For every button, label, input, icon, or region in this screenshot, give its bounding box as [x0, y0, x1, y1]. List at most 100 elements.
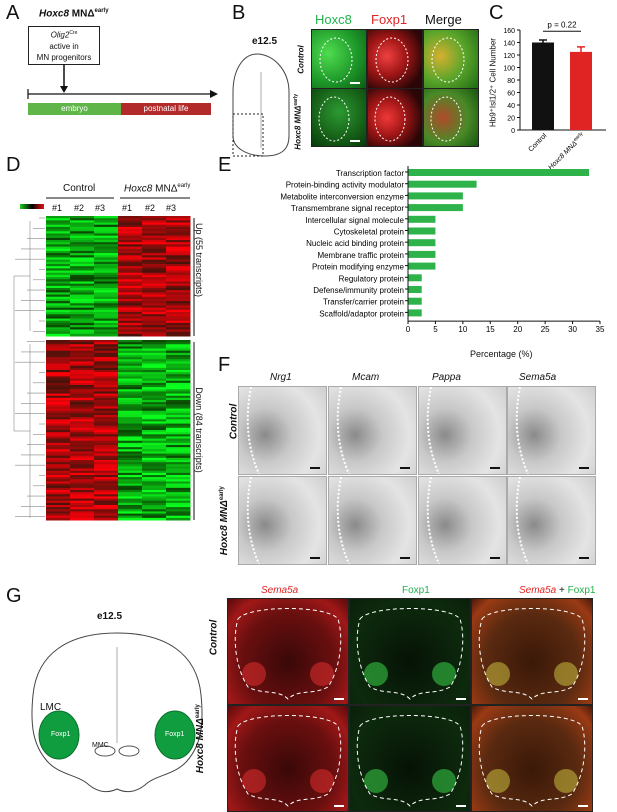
heat-cell [118, 281, 143, 285]
heat-cell [70, 279, 95, 282]
heat-cell [46, 244, 71, 248]
heat-cell [46, 432, 71, 435]
heat-cell [94, 288, 119, 291]
heat-cell [94, 237, 119, 241]
heat-cell [142, 387, 167, 390]
heat-cell [94, 406, 119, 410]
heat-cell [166, 468, 191, 472]
heat-cell [94, 457, 119, 461]
heat-cell [166, 333, 191, 337]
heat-cell [70, 442, 95, 446]
heat-cell [94, 395, 119, 399]
heat-cell [118, 445, 143, 448]
heat-cell [94, 400, 119, 403]
heat-cell [46, 438, 71, 442]
heat-cell [142, 346, 167, 350]
heat-cell [166, 246, 191, 250]
heat-cell [94, 253, 119, 256]
heat-cell [118, 301, 143, 304]
heat-cell [70, 329, 95, 333]
heat-cell [46, 507, 71, 510]
heat-cell [94, 481, 119, 485]
heat-cell [118, 290, 143, 293]
heat-cell [142, 365, 167, 369]
heat-cell [118, 292, 143, 296]
heat-cell [46, 402, 71, 405]
heat-cell [70, 365, 95, 369]
heat-cell [166, 325, 191, 328]
heat-cell [142, 285, 167, 289]
heat-cell [46, 468, 71, 472]
heat-cell [142, 391, 167, 395]
e-xtick-label: 15 [486, 325, 495, 334]
heat-cell [142, 340, 167, 343]
heat-cell [118, 449, 143, 452]
heat-cell [70, 322, 95, 326]
heat-cell [94, 235, 119, 239]
heat-cell [166, 248, 191, 252]
heat-cell [166, 400, 191, 403]
heat-cell [70, 218, 95, 221]
heat-cell [94, 502, 119, 506]
heat-cell [166, 229, 191, 232]
heat-cell [94, 294, 119, 298]
heat-cell [118, 417, 143, 420]
heat-cell [118, 370, 143, 373]
heat-cell [166, 296, 191, 300]
heat-cell [142, 466, 167, 470]
heat-cell [142, 303, 167, 306]
e-category-label: Transcription factor [336, 169, 405, 178]
heat-cell [166, 462, 191, 465]
heat-cell [142, 498, 167, 502]
heat-cell [118, 365, 143, 369]
heat-cell [118, 327, 143, 330]
fluor-control-merge [471, 598, 593, 705]
heat-cell [70, 438, 95, 442]
heat-cell [142, 240, 167, 243]
heat-cell [118, 376, 143, 380]
heat-cell [46, 318, 71, 322]
heat-cell [142, 505, 167, 508]
heat-cell [94, 264, 119, 267]
heat-cell [142, 492, 167, 495]
heat-cell [118, 248, 143, 252]
heat-cell [70, 216, 95, 219]
heat-cell [118, 457, 143, 461]
heat-cell [166, 477, 191, 480]
heat-cell [46, 370, 71, 373]
heat-cell [118, 434, 143, 437]
heat-cell [166, 470, 191, 474]
heat-cell [94, 224, 119, 228]
heat-cell [94, 376, 119, 380]
heat-cell [94, 475, 119, 478]
heat-cell [46, 361, 71, 365]
heat-cell [142, 432, 167, 435]
heat-cell [94, 374, 119, 377]
e-bar [408, 239, 436, 247]
heat-cell [70, 496, 95, 500]
heat-cell [142, 415, 167, 418]
heat-cell [46, 477, 71, 480]
heat-cell [94, 250, 119, 254]
heat-cell [70, 303, 95, 306]
heat-cell [46, 307, 71, 311]
e-xtick-label: 0 [406, 325, 411, 334]
heat-cell [70, 288, 95, 291]
heat-cell [94, 367, 119, 371]
heat-cell [142, 363, 167, 367]
heat-cell [166, 294, 191, 298]
heat-cell [166, 378, 191, 382]
heat-cell [142, 224, 167, 228]
panel-label-b: B [232, 2, 246, 24]
heat-cell [166, 285, 191, 289]
heat-cell [142, 352, 167, 356]
heat-cell [118, 274, 143, 278]
heat-cell [118, 455, 143, 459]
heat-cell [46, 430, 71, 433]
heat-cell [166, 498, 191, 502]
heat-cell [46, 449, 71, 452]
heat-cell [142, 436, 167, 440]
e-bar [408, 262, 436, 270]
heat-cell [70, 481, 95, 485]
heat-cell [46, 331, 71, 335]
